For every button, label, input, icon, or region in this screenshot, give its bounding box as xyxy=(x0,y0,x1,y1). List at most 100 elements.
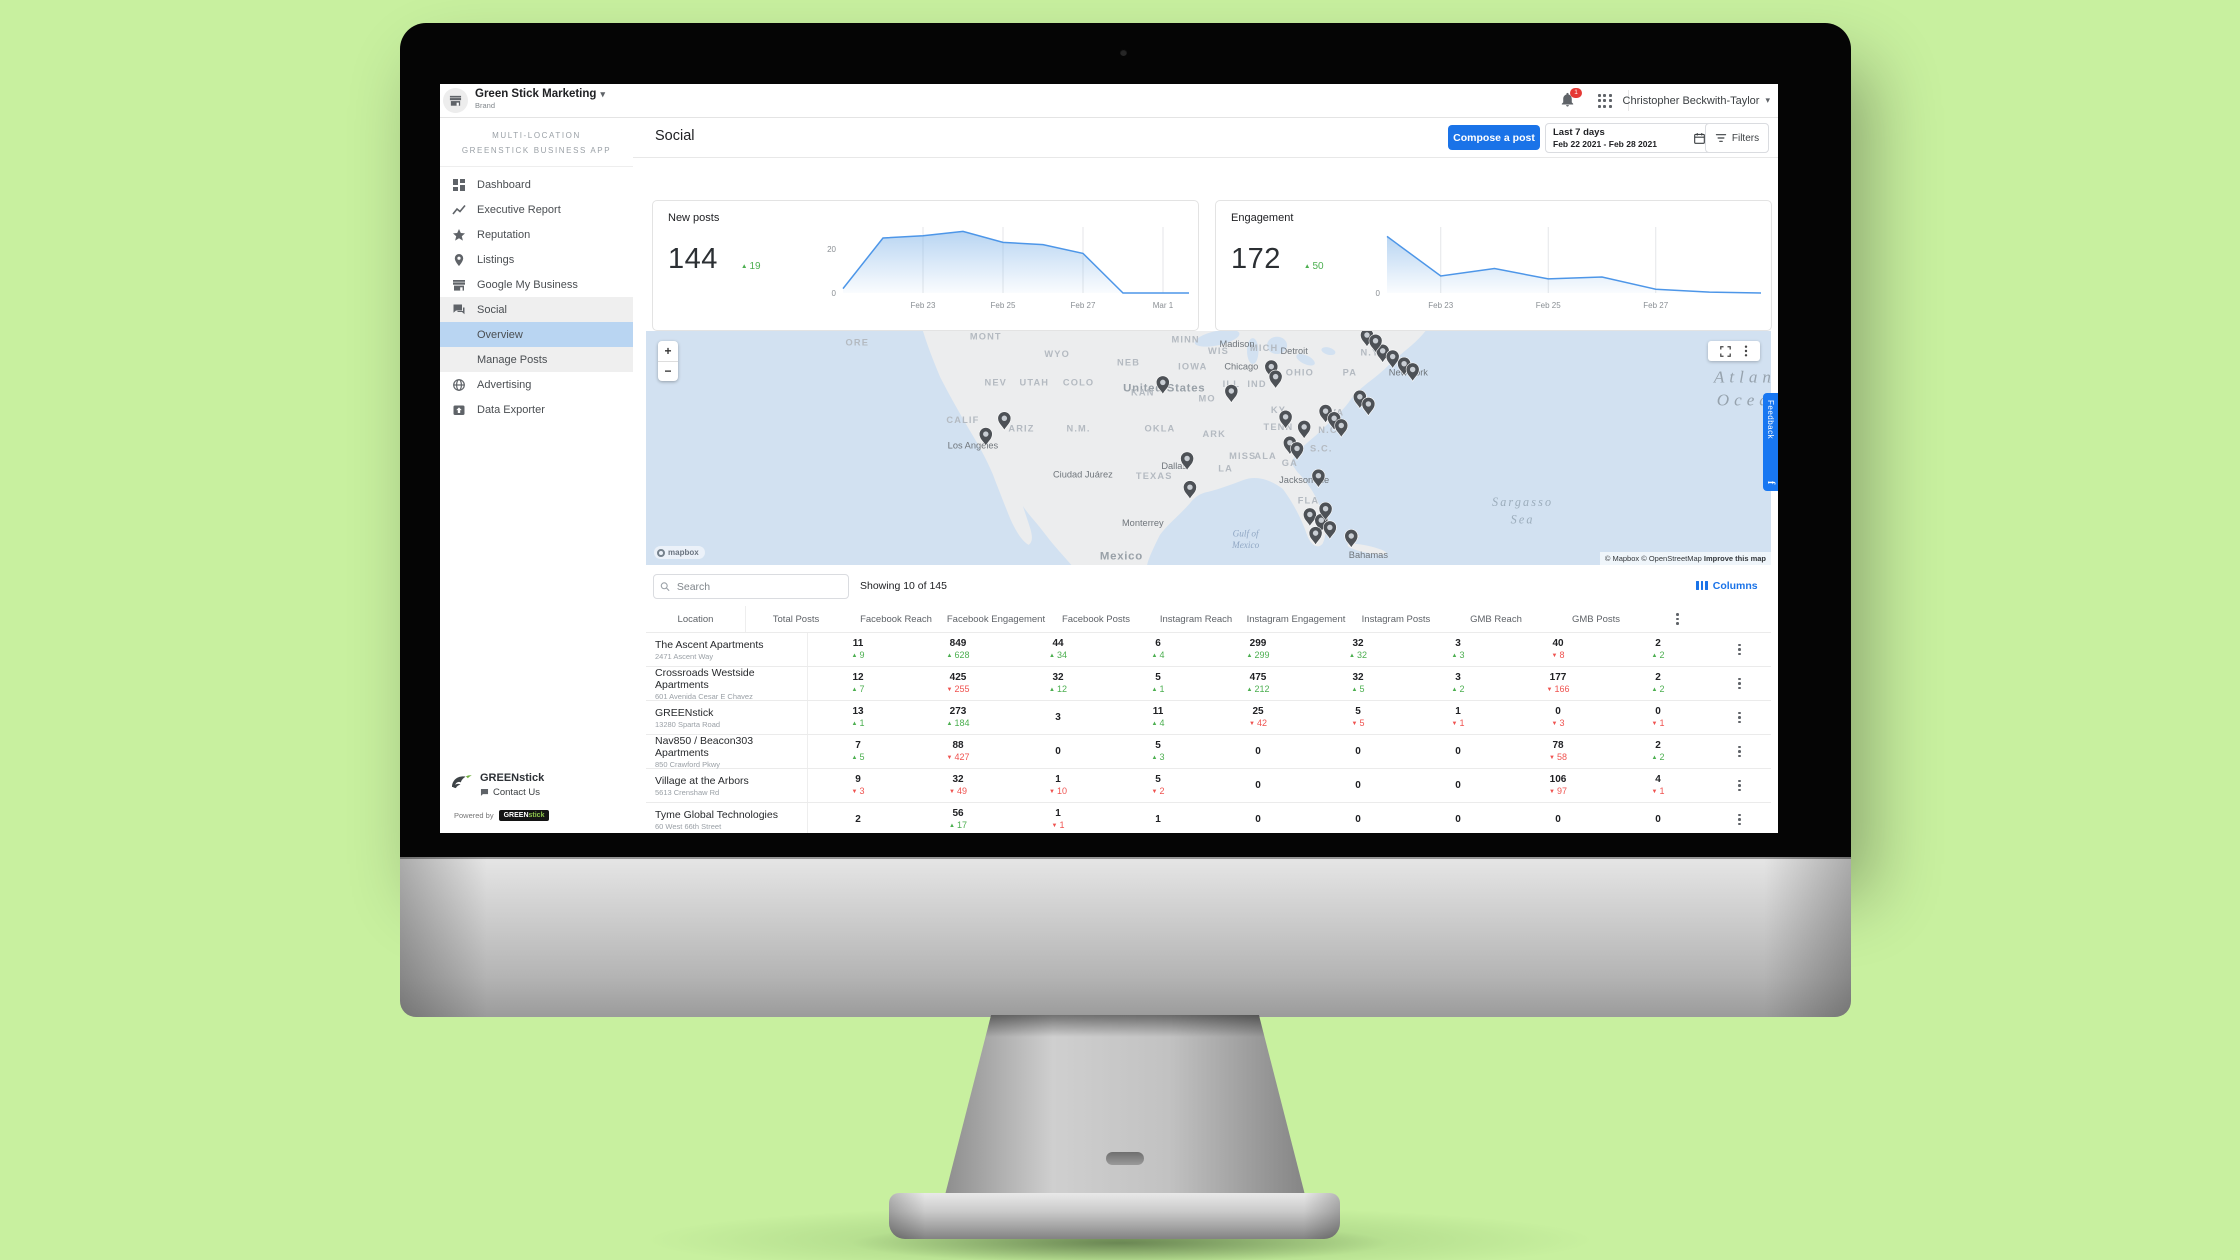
location-pin-icon[interactable] xyxy=(1311,468,1326,489)
location-pin-icon[interactable] xyxy=(1303,507,1317,527)
svg-text:Mar 1: Mar 1 xyxy=(1153,301,1174,310)
location-cell[interactable]: Nav850 / Beacon303 Apartments 850 Crawfor… xyxy=(646,735,808,769)
location-pin-icon[interactable] xyxy=(1322,520,1337,540)
sidebar-item-dashboard[interactable]: Dashboard xyxy=(440,172,633,197)
map-more-icon[interactable] xyxy=(1744,345,1748,357)
sidebar-item-executive-report[interactable]: Executive Report xyxy=(440,197,633,222)
brand-name: Green Stick Marketing xyxy=(475,88,597,100)
location-pin-icon[interactable] xyxy=(1180,451,1194,471)
user-menu[interactable]: Christopher Beckwith-Taylor ▾ xyxy=(1623,84,1770,117)
filters-button[interactable]: Filters xyxy=(1705,123,1769,153)
columns-button[interactable]: Columns xyxy=(1690,574,1764,597)
filter-icon xyxy=(1715,134,1727,142)
row-more-button[interactable] xyxy=(1708,803,1771,833)
location-pin-icon[interactable] xyxy=(1290,441,1304,461)
row-more-button[interactable] xyxy=(1708,667,1771,700)
feedback-tab[interactable]: Feedback f xyxy=(1763,393,1778,491)
location-cell[interactable]: Crossroads Westside Apartments 601 Avenid… xyxy=(646,667,808,701)
table-more-button[interactable] xyxy=(1646,606,1709,632)
location-pin-icon[interactable] xyxy=(1308,526,1323,546)
improve-map-link[interactable]: Improve this map xyxy=(1703,554,1766,563)
column-header-total-posts[interactable]: Total Posts xyxy=(772,613,820,625)
up-arrow-icon: ▲ xyxy=(1651,652,1658,659)
column-header-location[interactable]: Location xyxy=(646,606,746,632)
sidebar-item-google-my-business[interactable]: Google My Business xyxy=(440,272,633,297)
location-pin-icon[interactable] xyxy=(1385,349,1400,369)
table-row-nav850-beacon303-apartments[interactable]: Nav850 / Beacon303 Apartments 850 Crawfor… xyxy=(646,735,1771,769)
column-header-gmb-posts[interactable]: GMB Posts xyxy=(1571,613,1621,625)
column-header-instagram-reach[interactable]: Instagram Reach xyxy=(1159,613,1233,625)
location-pin-icon[interactable] xyxy=(1344,529,1359,549)
location-pin-icon[interactable] xyxy=(1268,369,1283,390)
location-pin-icon[interactable] xyxy=(1297,420,1312,440)
metric-delta: ▲ 5 xyxy=(1351,683,1365,694)
table-row-the-ascent-apartments[interactable]: The Ascent Apartments 2471 Ascent Way 11 ▲ 9… xyxy=(646,633,1771,667)
table-row-greenstick[interactable]: GREENstick 13280 Sparta Road 13 ▲ 1 273 ▲ 184 3 1… xyxy=(646,701,1771,735)
metric-cell: 32 ▲ 32 xyxy=(1308,633,1408,666)
column-header-instagram-engagement[interactable]: Instagram Engagement xyxy=(1246,613,1346,625)
table-row-crossroads-westside-apartments[interactable]: Crossroads Westside Apartments 601 Avenid… xyxy=(646,667,1771,701)
apps-grid-button[interactable] xyxy=(1598,94,1612,108)
contact-us-link[interactable]: Contact Us xyxy=(480,787,544,798)
sidebar-item-data-exporter[interactable]: Data Exporter xyxy=(440,397,633,422)
column-header-facebook-engagement[interactable]: Facebook Engagement xyxy=(946,613,1046,625)
sidebar-item-reputation[interactable]: Reputation xyxy=(440,222,633,247)
sidebar-item-listings[interactable]: Listings xyxy=(440,247,633,272)
brand-avatar[interactable] xyxy=(443,88,468,113)
location-pin-icon[interactable] xyxy=(1278,409,1293,430)
sidebar-item-label: Manage Posts xyxy=(477,353,548,366)
location-pin-icon[interactable] xyxy=(1183,480,1197,500)
metric-delta: ▼ 8 xyxy=(1551,649,1565,660)
table-row-tyme-global-technologies[interactable]: Tyme Global Technologies 60 West 66th Str… xyxy=(646,803,1771,833)
location-pin-icon[interactable] xyxy=(1361,397,1376,417)
sidebar-footer: GREENstick Contact Us Powered by GREENst… xyxy=(440,772,633,821)
row-more-button[interactable] xyxy=(1708,701,1771,734)
map-label-calif: CALIF xyxy=(946,415,979,425)
row-more-button[interactable] xyxy=(1708,633,1771,666)
locations-map[interactable]: United States Mexico ORE MONT WYO NEV UTAH CALI… xyxy=(646,331,1771,565)
location-pin-icon[interactable] xyxy=(1368,333,1383,354)
location-pin-icon[interactable] xyxy=(1318,501,1333,522)
column-header-instagram-posts[interactable]: Instagram Posts xyxy=(1361,613,1431,625)
column-header-facebook-posts[interactable]: Facebook Posts xyxy=(1061,613,1131,625)
location-cell[interactable]: The Ascent Apartments 2471 Ascent Way xyxy=(646,633,808,666)
row-more-icon xyxy=(1738,711,1741,724)
location-pin-icon[interactable] xyxy=(978,427,993,447)
location-pin-icon[interactable] xyxy=(1405,362,1420,382)
compose-post-button[interactable]: Compose a post xyxy=(1448,125,1540,150)
location-pin-icon[interactable] xyxy=(1224,384,1239,404)
metric-value: 1 xyxy=(1055,807,1061,819)
zoom-out-button[interactable]: − xyxy=(664,364,672,379)
sidebar-item-social[interactable]: Social xyxy=(440,297,633,322)
map-label-madison: Madison xyxy=(1220,339,1255,349)
row-more-button[interactable] xyxy=(1708,735,1771,768)
metric-value: 475 xyxy=(1249,671,1267,683)
column-header-facebook-reach[interactable]: Facebook Reach xyxy=(860,613,932,625)
fullscreen-icon[interactable] xyxy=(1720,345,1732,357)
sidebar-item-manage-posts[interactable]: Manage Posts xyxy=(440,347,633,372)
table-row-village-at-the-arbors[interactable]: Village at the Arbors 5613 Crenshaw Rd 9 ▼ 3… xyxy=(646,769,1771,803)
location-pin-icon[interactable] xyxy=(1334,418,1349,438)
location-pin-icon[interactable] xyxy=(997,411,1012,431)
sidebar-item-advertising[interactable]: Advertising xyxy=(440,372,633,397)
map-label-wyo: WYO xyxy=(1044,349,1070,359)
mapbox-logo[interactable]: mapbox xyxy=(654,546,705,559)
user-name: Christopher Beckwith-Taylor xyxy=(1622,94,1760,107)
location-cell[interactable]: Tyme Global Technologies 60 West 66th Str… xyxy=(646,803,808,833)
sidebar-item-overview[interactable]: Overview xyxy=(440,322,633,347)
row-more-button[interactable] xyxy=(1708,769,1771,802)
date-range-picker[interactable]: Last 7 days Feb 22 2021 - Feb 28 2021 xyxy=(1545,123,1714,153)
metric-cell: 0 xyxy=(1008,735,1108,768)
location-cell[interactable]: Village at the Arbors 5613 Crenshaw Rd xyxy=(646,769,808,802)
zoom-in-button[interactable]: + xyxy=(658,341,678,362)
notifications-button[interactable]: 1 xyxy=(1560,88,1582,110)
location-cell[interactable]: GREENstick 13280 Sparta Road xyxy=(646,701,808,734)
metric-cell: 849 ▲ 628 xyxy=(908,633,1008,666)
down-arrow-icon: ▼ xyxy=(1651,788,1658,795)
row-more-icon xyxy=(1738,813,1741,826)
location-pin-icon[interactable] xyxy=(1155,375,1170,395)
column-header-gmb-reach[interactable]: GMB Reach xyxy=(1470,613,1522,625)
search-input[interactable] xyxy=(674,579,842,594)
brand-selector[interactable]: Green Stick Marketing ▾ Brand xyxy=(475,88,605,110)
powered-by-brand-badge[interactable]: GREENstick xyxy=(498,810,550,821)
